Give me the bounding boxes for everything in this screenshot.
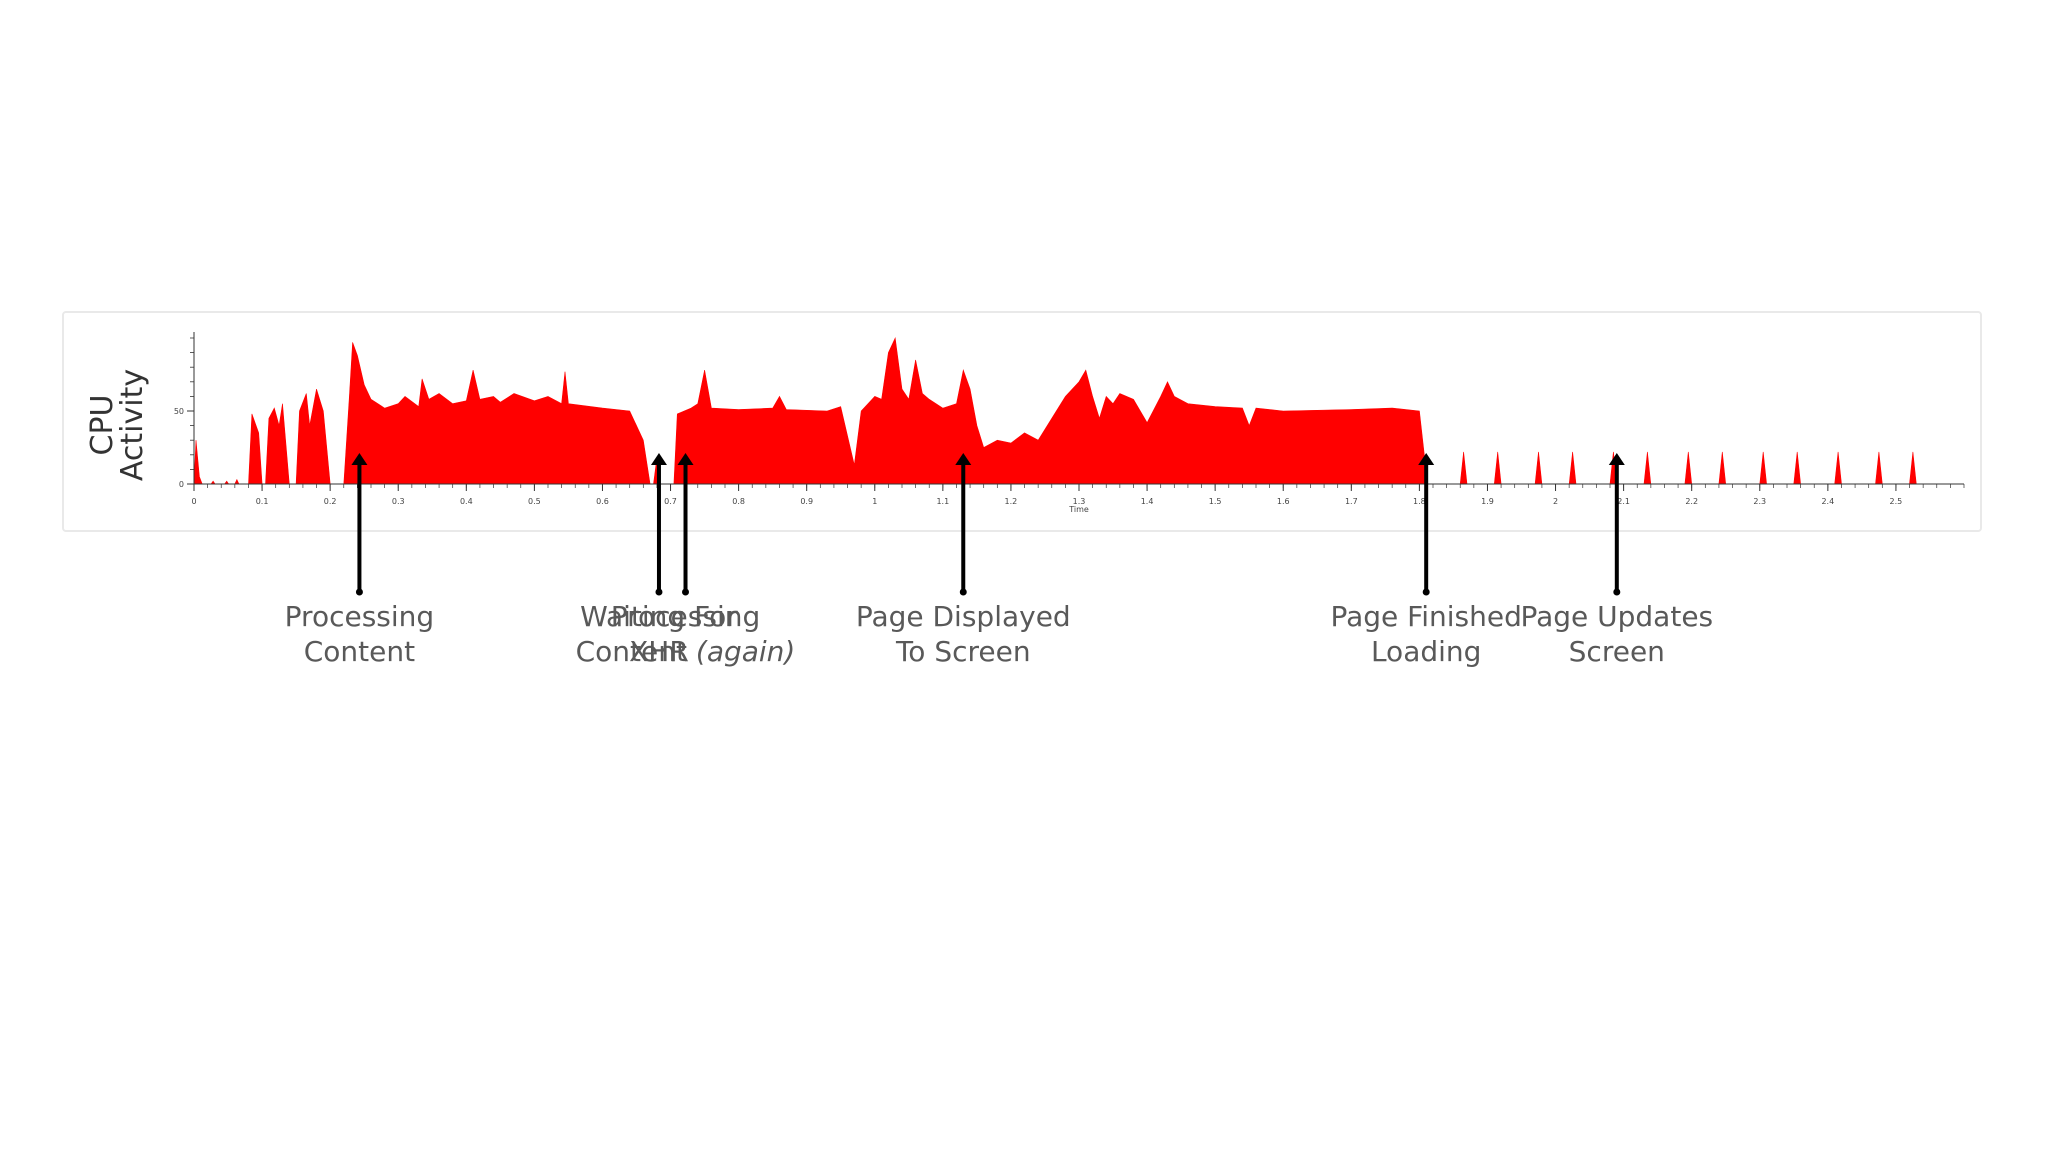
x-tick-label: 0.2 xyxy=(324,497,337,506)
annotation-arrow-head xyxy=(1608,453,1625,465)
x-tick-label: 2.3 xyxy=(1753,497,1766,506)
x-tick-label: 1.3 xyxy=(1073,497,1086,506)
y-tick-label: 50 xyxy=(174,407,184,416)
annotation-arrows xyxy=(351,453,1625,596)
annotation-arrow xyxy=(1608,453,1625,596)
x-tick-label: 0.9 xyxy=(800,497,813,506)
annotation-label-line1: Processing xyxy=(284,600,435,633)
annotation-arrow-head xyxy=(955,453,972,465)
x-tick-label: 0.6 xyxy=(596,497,609,506)
x-tick-label: 1.6 xyxy=(1277,497,1290,506)
x-tick-label: 0.3 xyxy=(392,497,405,506)
annotation-label-line2: Loading xyxy=(1296,634,1556,669)
annotation-label-line2: XHR xyxy=(529,634,789,669)
x-tick-label: 1.1 xyxy=(936,497,949,506)
annotation-label-line2: Content xyxy=(229,634,489,669)
x-tick-label: 0.4 xyxy=(460,497,473,506)
annotation-arrow-tail xyxy=(655,588,663,596)
annotation-arrow-head xyxy=(650,453,667,465)
cpu-area-series xyxy=(193,336,1964,485)
annotation-arrow-tail xyxy=(1422,588,1430,596)
x-tick-label: 0 xyxy=(191,497,196,506)
x-tick-label: 1.7 xyxy=(1345,497,1358,506)
annotation-label: Page Finished Loading xyxy=(1296,599,1556,669)
annotation-label-line2-text: Screen xyxy=(1568,635,1665,668)
y-axis-title-line: Activity xyxy=(115,369,150,481)
annotation-label: Waiting For XHR xyxy=(529,599,789,669)
x-tick-label: 1.8 xyxy=(1413,497,1426,506)
annotation-arrow xyxy=(650,453,667,596)
x-tick-label: 1.4 xyxy=(1141,497,1154,506)
annotation-arrow xyxy=(677,453,694,596)
annotation-label: Page Updates Screen xyxy=(1487,599,1747,669)
annotation-label-line2: Screen xyxy=(1487,634,1747,669)
annotation-label-line1: Page Finished xyxy=(1330,600,1522,633)
annotation-label-line1: Processing xyxy=(610,600,761,633)
y-axis-title-text: CPUActivity xyxy=(85,369,150,481)
annotation-label-line2-text: Content xyxy=(303,635,416,668)
x-tick-label: 1 xyxy=(872,497,877,506)
annotation-arrow-tail xyxy=(1613,588,1621,596)
x-tick-label: 1.5 xyxy=(1209,497,1222,506)
annotation-label-line1: Page Updates xyxy=(1520,600,1714,633)
annotation-label: Page Displayed To Screen xyxy=(833,599,1093,669)
annotation-label-line2-text: To Screen xyxy=(895,635,1031,668)
annotation-arrow-tail xyxy=(355,588,363,596)
x-tick-label: 2.4 xyxy=(1821,497,1834,506)
x-tick-label: 2.5 xyxy=(1890,497,1903,506)
annotation-arrow-head xyxy=(677,453,694,465)
x-tick-label: 0.5 xyxy=(528,497,541,506)
annotation-label: Processing Content (again) xyxy=(556,599,816,669)
y-axis-title: CPUActivity xyxy=(85,369,150,481)
y-tick-label: 0 xyxy=(179,480,184,489)
annotation-label-line1: Waiting For xyxy=(580,600,738,633)
annotation-label-line2: To Screen xyxy=(833,634,1093,669)
cpu-area-layer xyxy=(193,336,1964,485)
x-tick-label: 2 xyxy=(1553,497,1558,506)
annotation-label-line2-text: Loading xyxy=(1370,635,1482,668)
annotation-arrow-tail xyxy=(959,588,967,596)
axes-layer: 0 50 0 0.1 0.2 0.3 0.4 0.5 0.6 0.7 0.8 0.9 1 1.1 1.2 1.… xyxy=(174,332,1965,514)
annotation-arrow xyxy=(351,453,368,596)
annotation-arrow-head xyxy=(351,453,368,465)
x-tick-label: 0.8 xyxy=(732,497,745,506)
annotation-label-line2-text: XHR xyxy=(629,635,689,668)
annotation-label-line1: Page Displayed xyxy=(855,600,1071,633)
y-axis-title-line: CPU xyxy=(85,395,120,456)
x-tick-label: 0.7 xyxy=(664,497,677,506)
x-tick-label: 0.1 xyxy=(256,497,269,506)
annotation-arrow-tail xyxy=(682,588,690,596)
annotation-arrow-head xyxy=(1418,453,1435,465)
annotation-label-line2-text: Content xyxy=(575,635,696,668)
annotation-arrow xyxy=(955,453,972,596)
annotation-arrow xyxy=(1418,453,1435,596)
x-tick-label: 2.1 xyxy=(1617,497,1630,506)
annotation-label-italic: (again) xyxy=(695,635,796,668)
annotation-label-line2: Content (again) xyxy=(556,634,816,669)
x-tick-label: 1.9 xyxy=(1481,497,1494,506)
x-tick-label: 2.2 xyxy=(1685,497,1698,506)
annotation-label: Processing Content xyxy=(229,599,489,669)
x-tick-label: 1.2 xyxy=(1005,497,1018,506)
x-axis-title: Time xyxy=(1068,505,1089,514)
